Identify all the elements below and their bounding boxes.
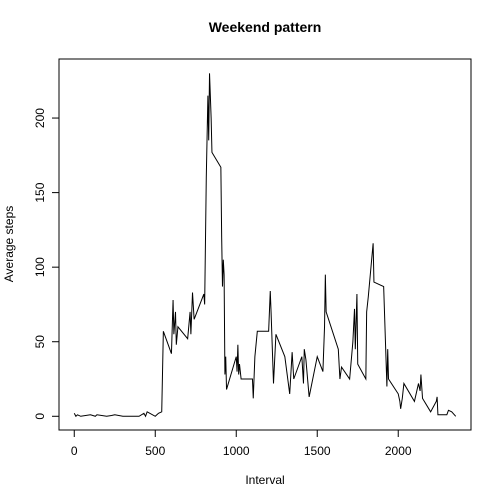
y-tick-label: 200 xyxy=(33,108,47,128)
x-tick-label: 1000 xyxy=(223,444,250,458)
y-tick-label: 150 xyxy=(33,182,47,202)
x-tick-label: 2000 xyxy=(385,444,412,458)
line xyxy=(73,73,457,418)
y-tick-label: 0 xyxy=(33,413,47,420)
x-tick-label: 500 xyxy=(145,444,165,458)
x-tick-label: 0 xyxy=(71,444,78,458)
plot-box xyxy=(58,58,472,431)
x-axis-label: Interval xyxy=(245,473,284,487)
y-axis-label: Average steps xyxy=(2,206,16,283)
y-tick-label: 50 xyxy=(33,335,47,349)
x-tick-label: 1500 xyxy=(304,444,331,458)
y-tick-label: 100 xyxy=(33,257,47,277)
chart-title: Weekend pattern xyxy=(209,19,322,35)
